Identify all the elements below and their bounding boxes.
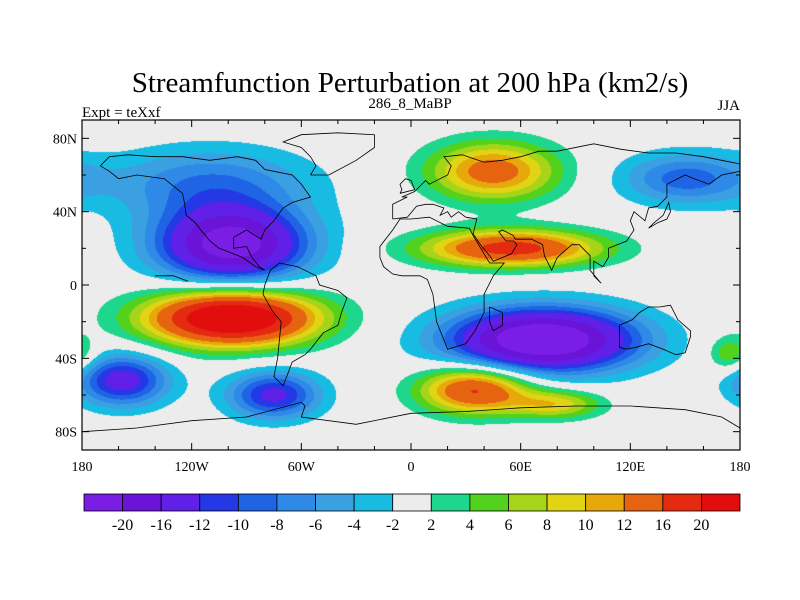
colorbar-label-10: 6 <box>504 517 512 534</box>
colorbar-label-6: -4 <box>347 517 360 534</box>
colorbar-label-12: 10 <box>578 517 594 534</box>
left-label: Expt = teXxf <box>82 105 160 121</box>
colorbar-label-2: -12 <box>189 517 210 534</box>
colorbar-box-15 <box>662 493 702 512</box>
coastline-3 <box>392 143 740 284</box>
colorbar-box-2 <box>160 493 201 512</box>
chart-title: Streamfunction Perturbation at 200 hPa (… <box>132 67 689 99</box>
y-tick-labels: 80N 40N 0 40S 80S <box>53 132 77 440</box>
colorbar-box-13 <box>585 493 625 512</box>
colorbar-label-14: 16 <box>655 517 671 534</box>
x-tick-label-5: 120E <box>616 460 646 475</box>
coastline-8 <box>648 201 671 229</box>
colorbar-box-7 <box>353 493 394 512</box>
x-tick-label-0: 180 <box>72 460 93 475</box>
x-tick-label-6: 180 <box>730 460 751 475</box>
colorbar-box-14 <box>623 493 664 512</box>
y-tick-label-0: 80N <box>53 132 77 147</box>
colorbar-box-4 <box>237 493 278 512</box>
x-tick-label-3: 0 <box>408 460 415 475</box>
colorbar-box-16 <box>701 493 741 512</box>
y-tick-label-4: 80S <box>55 426 77 441</box>
coastline-2 <box>379 216 506 350</box>
colorbar-box-8 <box>392 493 432 512</box>
colorbar-label-0: -20 <box>112 517 133 534</box>
coastline-4 <box>619 304 691 356</box>
coastline-6 <box>281 132 375 176</box>
x-tick-label-4: 60E <box>509 460 532 475</box>
colorbar-box-3 <box>199 493 239 512</box>
x-tick-label-2: 60W <box>288 460 316 475</box>
coastline-7 <box>399 178 416 194</box>
coastline-10 <box>155 275 189 282</box>
colorbar-label-11: 8 <box>543 517 551 534</box>
coastline-5 <box>82 401 740 433</box>
colorbar-label-7: -2 <box>386 517 399 534</box>
colorbar-box-12 <box>546 493 587 512</box>
colorbar-label-3: -10 <box>228 517 249 534</box>
colorbar-label-15: 20 <box>693 517 709 534</box>
center-label: 286_8_MaBP <box>368 96 451 112</box>
coastline-9 <box>489 306 503 332</box>
colorbar-label-9: 4 <box>466 517 474 534</box>
right-label: JJA <box>717 98 740 114</box>
colorbar-label-13: 12 <box>616 517 632 534</box>
colorbar-box-1 <box>122 493 162 512</box>
colorbar: -20 -16 -12 -10 -8 -6 -4 -2 2 4 6 8 10 12 16 20 <box>83 493 741 534</box>
colorbar-box-11 <box>508 493 548 512</box>
colorbar-label-1: -16 <box>151 517 172 534</box>
colorbar-box-9 <box>430 493 471 512</box>
colorbar-box-0 <box>83 493 123 512</box>
axis-ticks <box>81 120 741 450</box>
contour-field <box>82 120 740 450</box>
y-tick-label-1: 40N <box>53 206 77 221</box>
y-tick-label-3: 40S <box>55 352 77 367</box>
colorbar-box-5 <box>276 493 316 512</box>
coastlines <box>82 132 740 433</box>
coastline-1 <box>262 262 348 387</box>
coastline-0 <box>100 154 312 271</box>
colorbar-label-5: -6 <box>309 517 322 534</box>
colorbar-box-6 <box>315 493 355 512</box>
colorbar-label-8: 2 <box>427 517 435 534</box>
y-tick-label-2: 0 <box>70 279 77 294</box>
x-tick-labels: 180 120W 60W 0 60E 120E 180 <box>72 460 751 475</box>
x-tick-label-1: 120W <box>175 460 210 475</box>
colorbar-box-10 <box>469 493 509 512</box>
colorbar-label-4: -8 <box>270 517 283 534</box>
